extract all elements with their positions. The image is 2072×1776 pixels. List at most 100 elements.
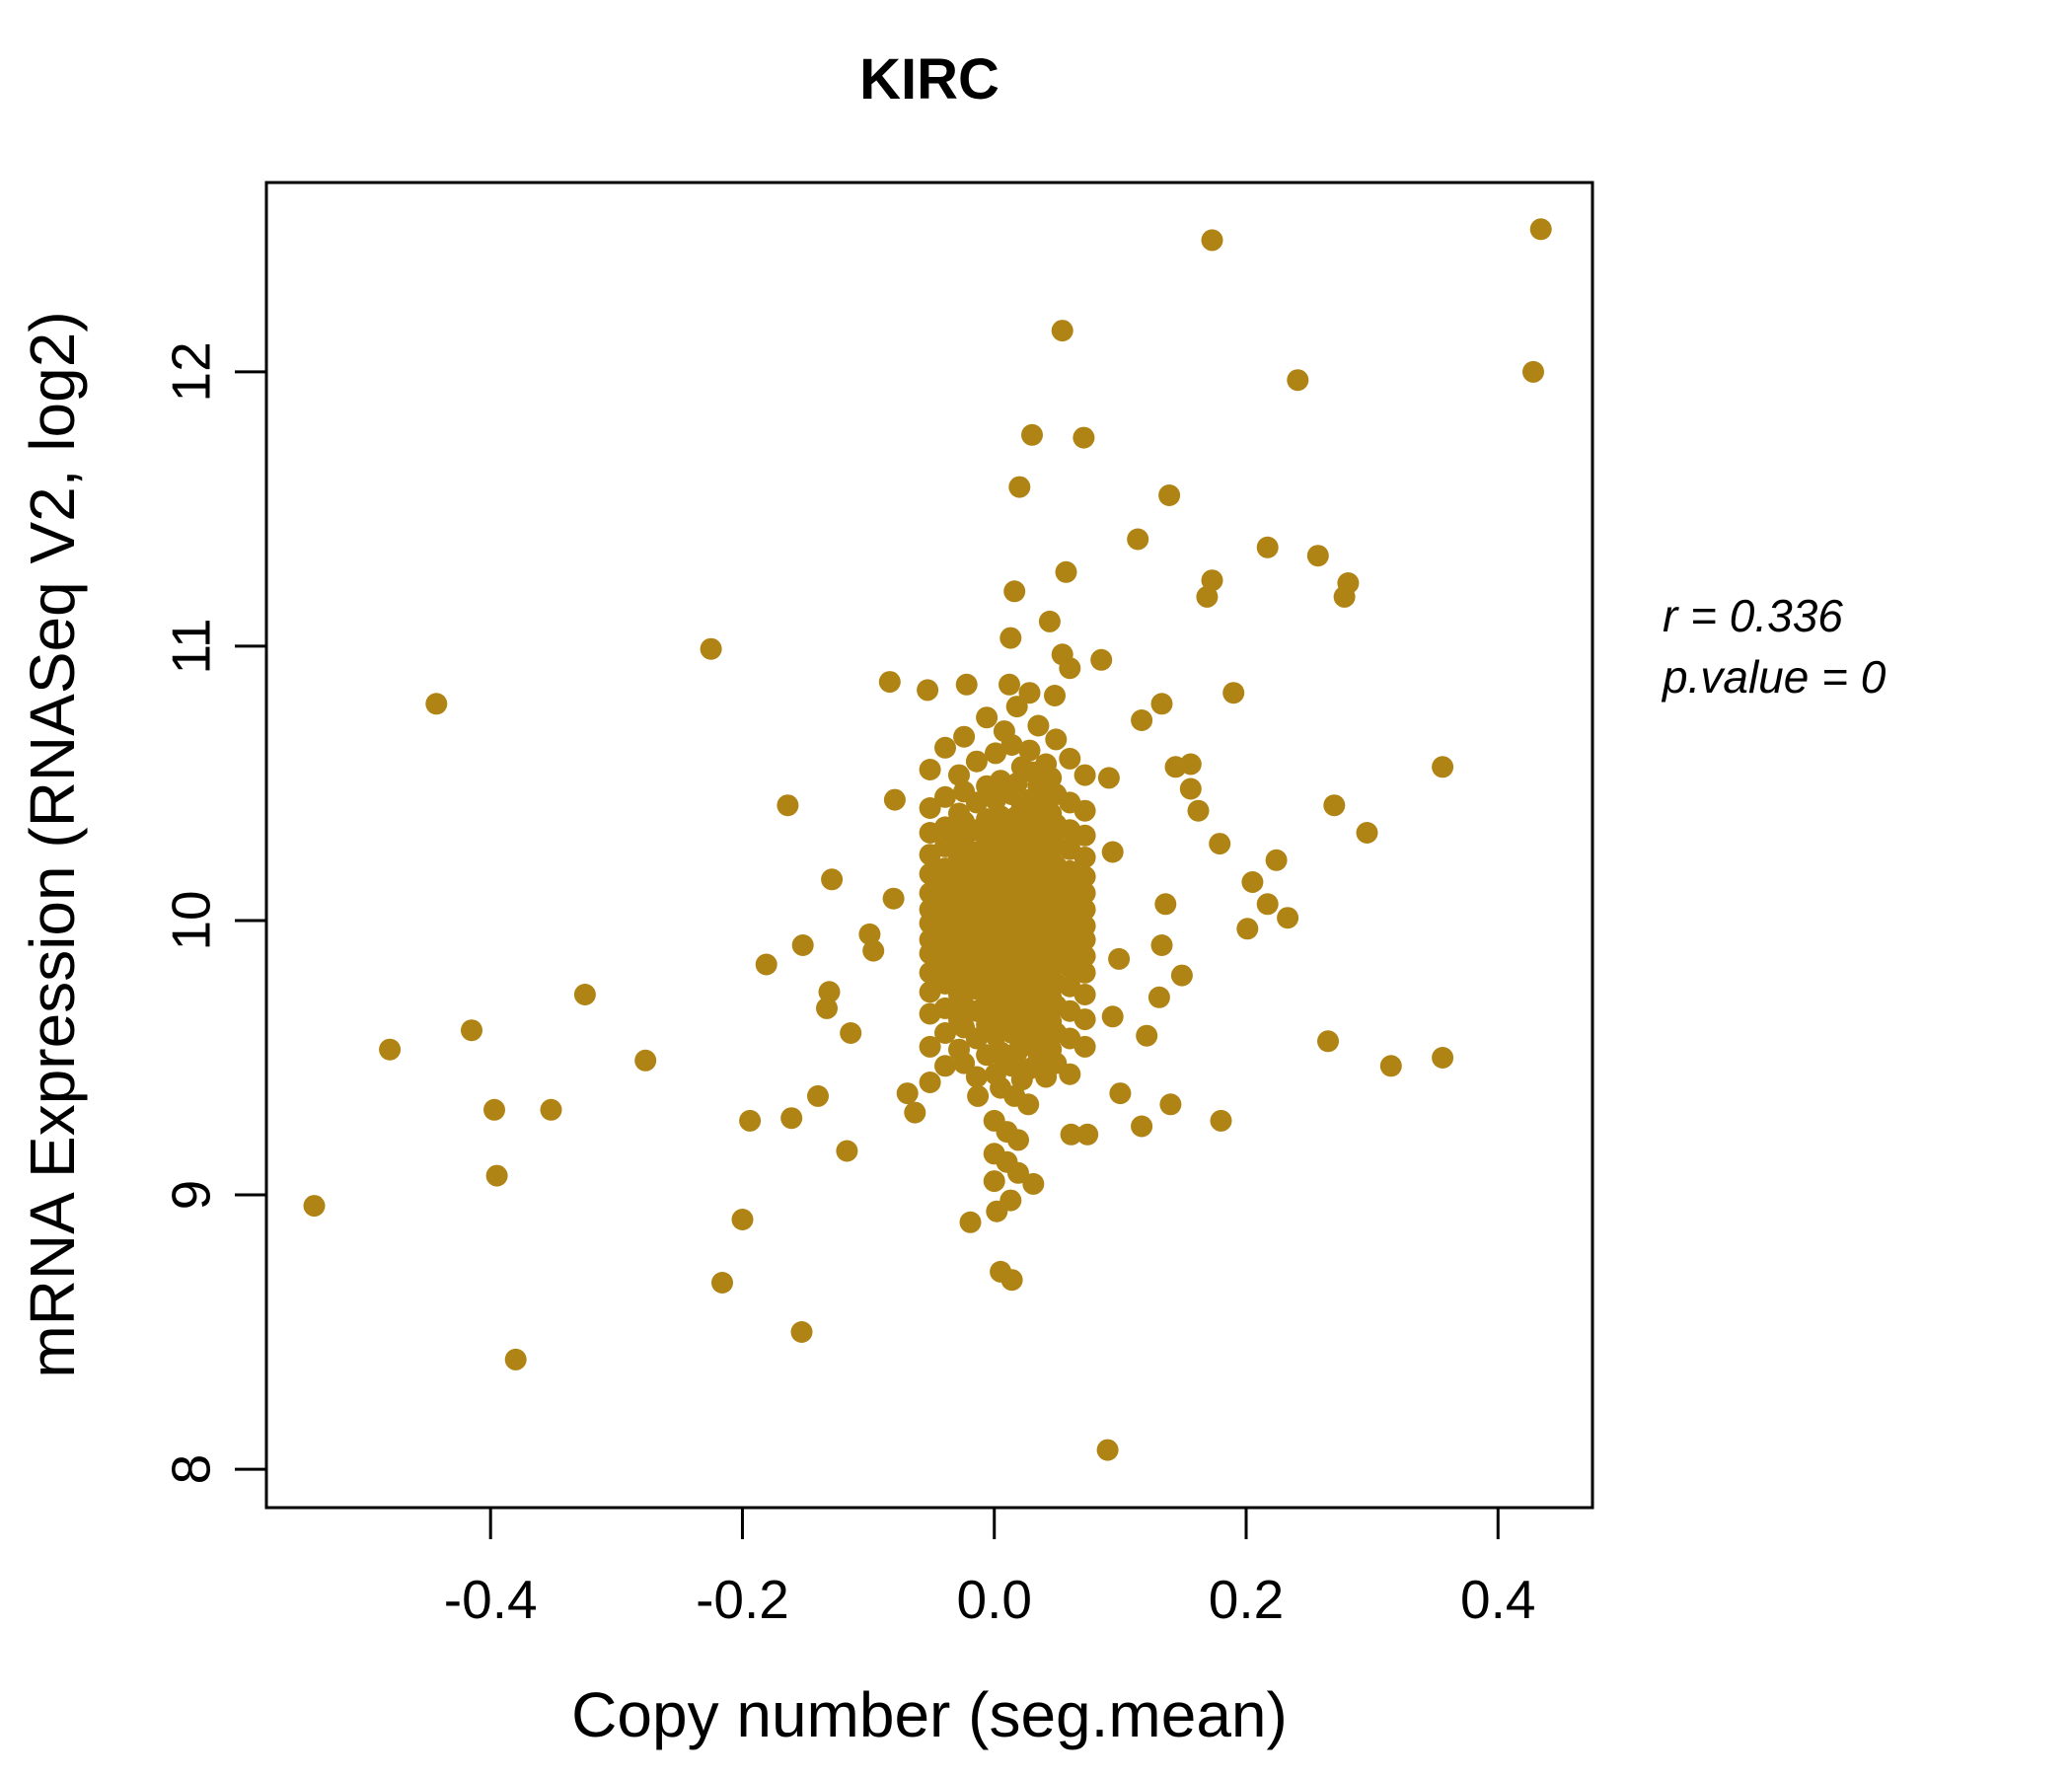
data-point (919, 961, 941, 984)
data-point (818, 981, 841, 1003)
data-point (1529, 218, 1552, 241)
y-axis-label: mRNA Expression (RNASeq V2, log2) (17, 311, 88, 1377)
data-point (504, 1348, 527, 1370)
data-point (1007, 1129, 1029, 1151)
data-point (1073, 945, 1096, 968)
data-point (1154, 893, 1177, 916)
data-point (919, 1002, 941, 1025)
data-point (700, 637, 722, 660)
x-tick-label: 0.0 (956, 1569, 1031, 1630)
data-point (379, 1038, 402, 1061)
data-point (540, 1098, 562, 1121)
data-point (953, 725, 976, 748)
data-point (790, 1321, 813, 1343)
data-point (731, 1209, 754, 1230)
data-point (967, 1084, 990, 1107)
data-point (777, 794, 799, 817)
data-point (1000, 734, 1023, 756)
data-point (1090, 648, 1113, 671)
data-point (1256, 893, 1279, 916)
x-axis-label: Copy number (seg.mean) (571, 1679, 1288, 1750)
data-point (1096, 1439, 1119, 1461)
data-point (1008, 476, 1031, 498)
data-point (862, 939, 885, 962)
data-point (1038, 610, 1061, 632)
data-point (1003, 580, 1026, 603)
data-point (1051, 320, 1073, 342)
data-point (711, 1272, 733, 1294)
data-point (965, 791, 988, 814)
data-point (1196, 585, 1219, 608)
data-point (1027, 714, 1050, 737)
data-point (919, 844, 941, 866)
data-point (878, 671, 901, 694)
data-point (858, 923, 881, 945)
data-point (1073, 898, 1096, 921)
data-point (919, 981, 941, 1003)
data-point (919, 822, 941, 844)
data-point (1035, 1066, 1058, 1088)
data-point (1059, 747, 1081, 770)
data-point (919, 862, 941, 885)
data-point (1222, 682, 1245, 704)
data-point (934, 1055, 956, 1077)
y-tick-label: 10 (161, 890, 222, 950)
data-point (1158, 484, 1181, 506)
data-point (1210, 1109, 1232, 1132)
data-point (485, 1164, 508, 1187)
data-point (1356, 822, 1378, 844)
data-point (919, 1035, 941, 1058)
data-point (1010, 1069, 1033, 1091)
data-point (1060, 1123, 1082, 1146)
data-point (1073, 984, 1096, 1005)
data-point (1241, 871, 1264, 893)
data-point (976, 1044, 999, 1067)
y-tick-label: 12 (161, 341, 222, 402)
x-axis-ticks (488, 1508, 1500, 1539)
data-point (965, 1027, 988, 1050)
data-point (755, 953, 777, 976)
data-point (1432, 1047, 1454, 1069)
data-point (780, 1107, 803, 1130)
data-point (882, 887, 905, 910)
data-point (1073, 824, 1096, 847)
data-point (1201, 229, 1223, 252)
data-point (1256, 536, 1279, 558)
data-point (959, 1211, 982, 1233)
x-tick-label: -0.2 (696, 1569, 789, 1630)
pvalue-annotation: p.value = 0 (1661, 651, 1887, 703)
data-point (1101, 841, 1124, 863)
chart-title: KIRC (859, 47, 999, 111)
data-point (1005, 696, 1028, 718)
data-point (1109, 1082, 1132, 1105)
data-point (985, 788, 1006, 811)
data-point (634, 1049, 657, 1072)
data-point (1059, 1063, 1081, 1085)
data-point (1073, 882, 1096, 905)
data-point (1007, 1161, 1029, 1184)
y-axis-ticks (235, 370, 266, 1471)
data-point (1073, 426, 1095, 449)
data-point (1187, 799, 1210, 822)
data-point (1522, 360, 1544, 383)
correlation-annotation: r = 0.336 (1663, 590, 1843, 641)
data-point (1018, 739, 1041, 762)
data-point (1333, 585, 1356, 608)
data-point (1073, 928, 1096, 951)
y-axis-tick-labels: 8 9 10 11 12 (161, 341, 222, 1484)
data-point (1073, 764, 1096, 786)
data-point (896, 1082, 919, 1105)
data-point (1073, 799, 1096, 822)
data-point (1323, 794, 1346, 817)
data-point (1136, 1024, 1158, 1047)
data-point (573, 984, 596, 1005)
data-point (1073, 865, 1096, 888)
data-point (934, 785, 956, 808)
x-axis-tick-labels: -0.4 -0.2 0.0 0.2 0.4 (444, 1569, 1536, 1630)
data-point (1159, 1093, 1182, 1116)
data-point (739, 1109, 762, 1132)
data-point (985, 742, 1006, 765)
data-point (1059, 657, 1081, 680)
